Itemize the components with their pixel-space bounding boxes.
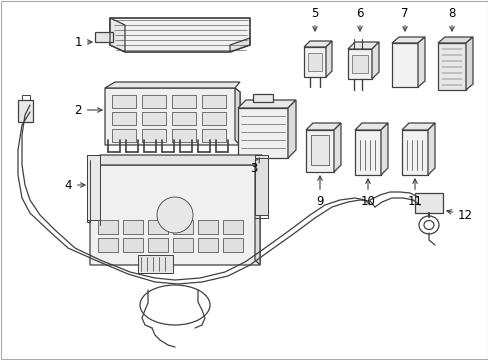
Polygon shape	[223, 220, 243, 234]
Polygon shape	[354, 123, 387, 130]
Polygon shape	[333, 123, 340, 172]
Polygon shape	[354, 130, 380, 175]
Polygon shape	[351, 55, 367, 73]
Polygon shape	[172, 129, 196, 142]
Polygon shape	[305, 130, 333, 172]
Polygon shape	[347, 42, 378, 49]
Polygon shape	[90, 155, 262, 165]
Polygon shape	[223, 238, 243, 252]
Text: 7: 7	[401, 7, 408, 31]
Polygon shape	[238, 108, 287, 158]
Polygon shape	[98, 238, 118, 252]
Polygon shape	[105, 88, 240, 145]
Polygon shape	[202, 112, 225, 125]
Polygon shape	[87, 155, 100, 220]
Polygon shape	[198, 220, 218, 234]
Polygon shape	[235, 88, 240, 145]
Polygon shape	[105, 82, 240, 88]
Text: 9: 9	[316, 176, 323, 208]
Text: 8: 8	[447, 7, 455, 31]
Text: 3: 3	[249, 158, 259, 175]
Polygon shape	[123, 220, 142, 234]
Polygon shape	[391, 43, 417, 87]
Polygon shape	[142, 112, 165, 125]
Polygon shape	[112, 95, 136, 108]
Polygon shape	[391, 37, 424, 43]
Polygon shape	[305, 123, 340, 130]
Polygon shape	[417, 37, 424, 87]
Polygon shape	[90, 165, 260, 265]
Polygon shape	[287, 100, 295, 158]
Text: 1: 1	[74, 36, 92, 49]
Polygon shape	[18, 100, 33, 122]
Polygon shape	[254, 165, 260, 265]
Circle shape	[157, 197, 193, 233]
Polygon shape	[172, 95, 196, 108]
Text: 6: 6	[356, 7, 363, 31]
Text: 11: 11	[407, 179, 422, 208]
Polygon shape	[148, 238, 168, 252]
Polygon shape	[202, 95, 225, 108]
Polygon shape	[401, 123, 434, 130]
Polygon shape	[380, 123, 387, 175]
Polygon shape	[254, 155, 267, 215]
Polygon shape	[465, 37, 472, 90]
Polygon shape	[123, 238, 142, 252]
Polygon shape	[229, 38, 249, 52]
Polygon shape	[307, 53, 321, 71]
Polygon shape	[414, 193, 442, 213]
Polygon shape	[401, 130, 427, 175]
Polygon shape	[325, 41, 331, 77]
Polygon shape	[110, 18, 125, 52]
Polygon shape	[95, 32, 113, 42]
Polygon shape	[304, 47, 325, 77]
Polygon shape	[172, 112, 196, 125]
Polygon shape	[437, 37, 472, 43]
Polygon shape	[112, 129, 136, 142]
Polygon shape	[198, 238, 218, 252]
Polygon shape	[142, 129, 165, 142]
Polygon shape	[347, 49, 371, 79]
Polygon shape	[138, 255, 173, 273]
Polygon shape	[427, 123, 434, 175]
Text: 12: 12	[446, 208, 472, 221]
Text: 10: 10	[360, 179, 375, 208]
Polygon shape	[110, 18, 249, 52]
Polygon shape	[310, 135, 328, 165]
Text: 2: 2	[74, 104, 102, 117]
Text: 4: 4	[64, 179, 85, 192]
Polygon shape	[371, 42, 378, 79]
Polygon shape	[98, 220, 118, 234]
Text: 5: 5	[311, 7, 318, 31]
Polygon shape	[252, 94, 272, 102]
Polygon shape	[238, 100, 295, 108]
Polygon shape	[148, 220, 168, 234]
Polygon shape	[202, 129, 225, 142]
Polygon shape	[112, 112, 136, 125]
Polygon shape	[304, 41, 331, 47]
Polygon shape	[173, 238, 193, 252]
Polygon shape	[437, 43, 465, 90]
Polygon shape	[173, 220, 193, 234]
Polygon shape	[142, 95, 165, 108]
